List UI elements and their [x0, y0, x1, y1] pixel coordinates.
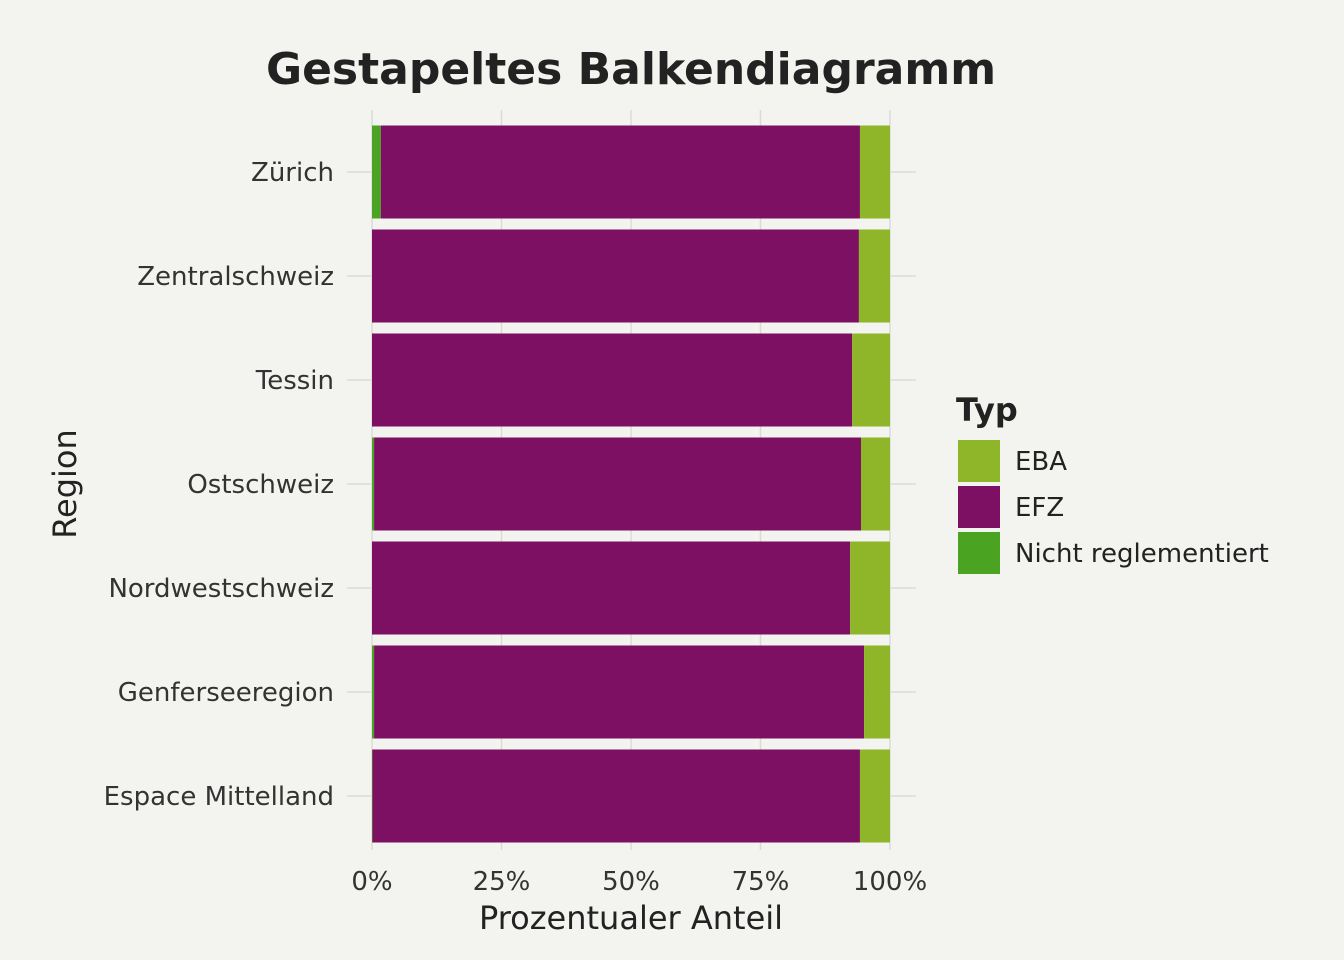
legend: Typ EBA EFZ Nicht reglementiert: [956, 391, 1269, 574]
bar-eba: [859, 125, 890, 219]
bar-nicht-reglementiert: [372, 749, 373, 843]
bar-efz: [380, 125, 860, 219]
y-tick-labels: Zürich Zentralschweiz Tessin Ostschweiz Nord…: [104, 158, 334, 812]
y-tick-label: Zentralschweiz: [137, 262, 334, 292]
bar-eba: [858, 229, 890, 323]
x-tick-label: 25%: [473, 867, 531, 897]
y-tick-label: Ostschweiz: [187, 470, 334, 500]
legend-label: EBA: [1015, 447, 1067, 477]
legend-title: Typ: [956, 391, 1018, 429]
y-tick-label: Tessin: [255, 366, 334, 396]
bar-efz: [374, 645, 865, 739]
bar-efz: [372, 749, 860, 843]
bar-eba: [864, 645, 890, 739]
x-tick-label: 50%: [602, 867, 660, 897]
bar-efz: [372, 541, 851, 635]
bar-nicht-reglementiert: [372, 437, 375, 531]
y-tick-label: Zürich: [251, 158, 334, 188]
bar-eba: [850, 541, 890, 635]
chart-title: Gestapeltes Balkendiagramm: [266, 44, 996, 95]
y-tick-label: Genferseeregion: [118, 678, 334, 708]
bar-efz: [372, 229, 859, 323]
bar-efz: [374, 437, 861, 531]
bars: [372, 125, 890, 843]
legend-label: EFZ: [1015, 493, 1064, 523]
x-axis-label: Prozentualer Anteil: [479, 899, 783, 937]
bar-efz: [372, 333, 853, 427]
bar-eba: [860, 437, 890, 531]
legend-swatch: [958, 440, 1000, 482]
y-axis-label: Region: [46, 429, 84, 539]
x-tick-labels: 0% 25% 50% 75% 100%: [351, 867, 927, 897]
y-tick-label: Espace Mittelland: [104, 782, 334, 812]
legend-label: Nicht reglementiert: [1015, 539, 1269, 569]
x-tick-label: 0%: [351, 867, 392, 897]
legend-swatch: [958, 532, 1000, 574]
bar-eba: [852, 333, 890, 427]
legend-swatch: [958, 486, 1000, 528]
x-tick-label: 75%: [732, 867, 790, 897]
y-tick-label: Nordwestschweiz: [108, 574, 334, 604]
x-tick-label: 100%: [853, 867, 927, 897]
bar-nicht-reglementiert: [372, 125, 381, 219]
bar-nicht-reglementiert: [372, 645, 375, 739]
bar-eba: [859, 749, 890, 843]
